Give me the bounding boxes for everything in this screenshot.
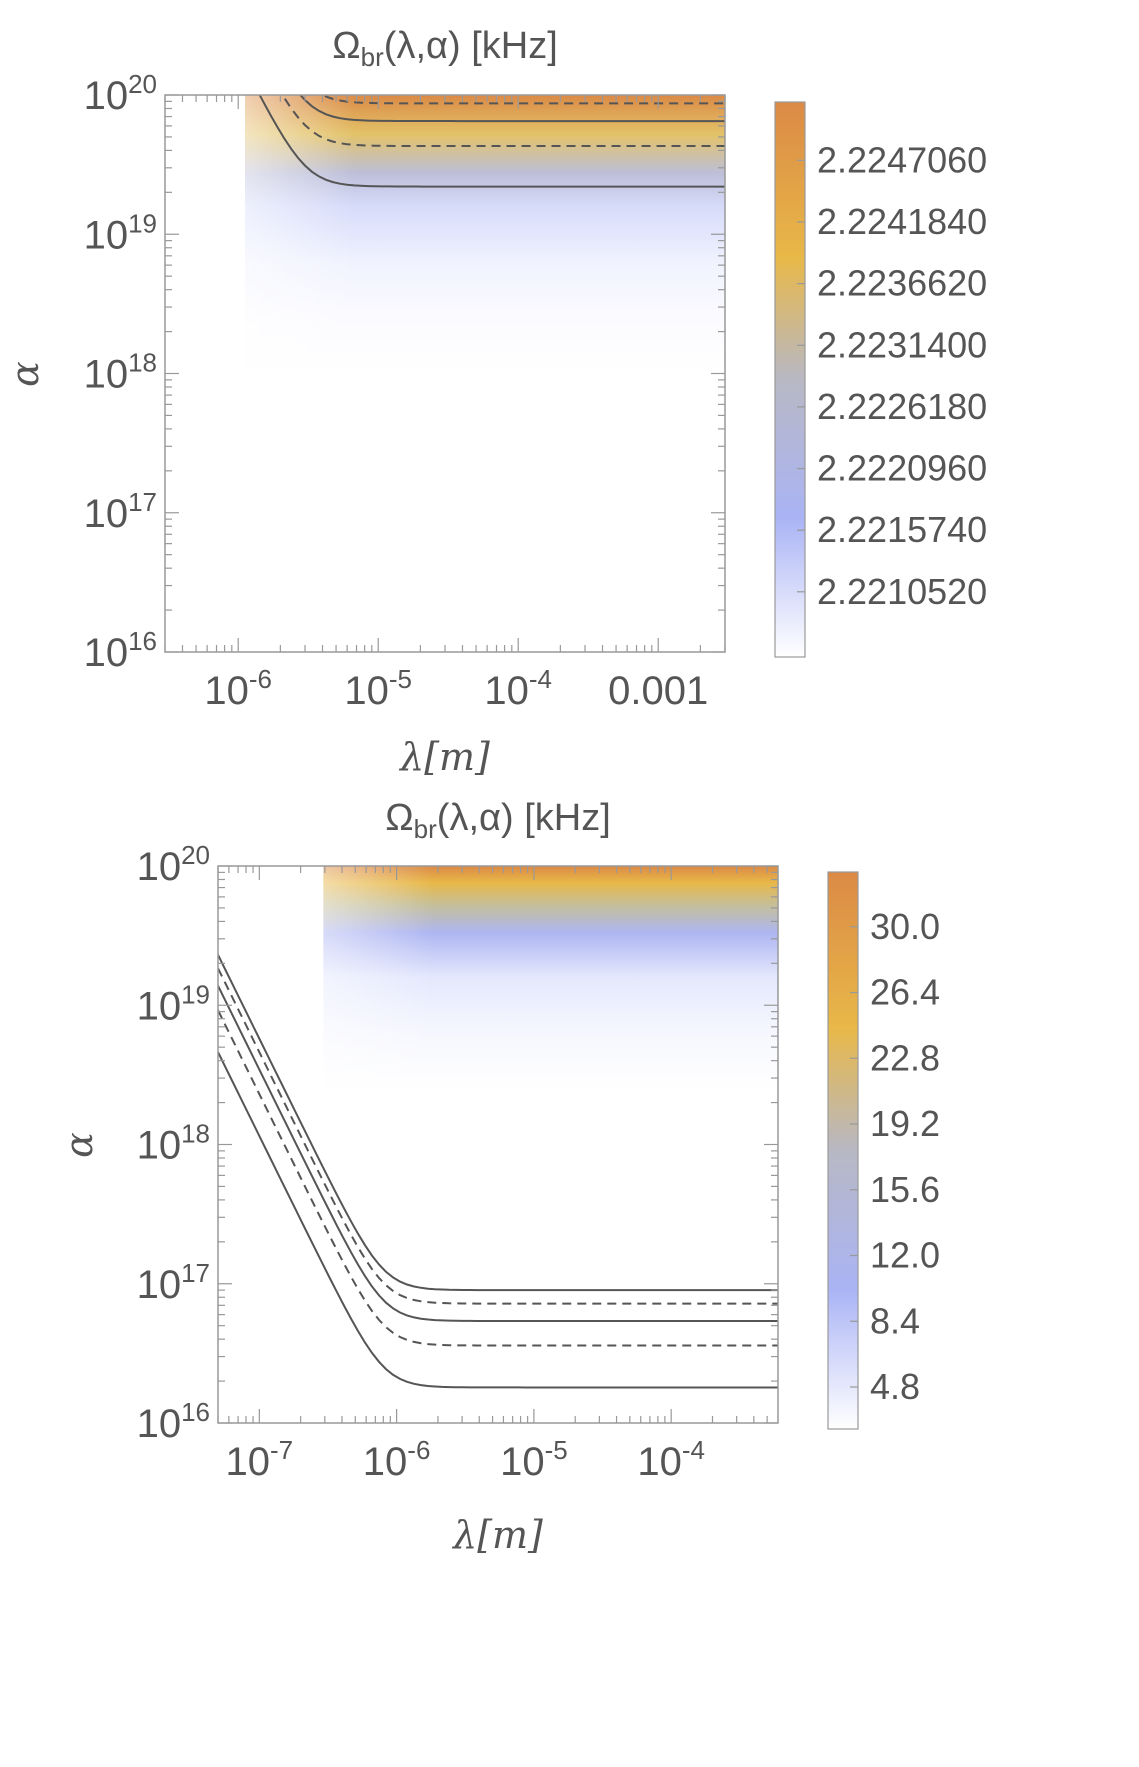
colorbar-tick-label: 2.2215740 bbox=[817, 509, 987, 550]
colorbar-tick-label: 19.2 bbox=[870, 1103, 940, 1144]
colorbar-tick-label: 2.2210520 bbox=[817, 571, 987, 612]
contour-line bbox=[258, 95, 725, 188]
y-tick-label: 1017 bbox=[84, 487, 157, 536]
heatmap-low-region bbox=[218, 866, 324, 1423]
y-tick-label: 1020 bbox=[84, 69, 157, 118]
x-tick-label: 0.001 bbox=[608, 669, 708, 713]
x-tick-label: 10-4 bbox=[484, 664, 552, 713]
colorbar-tick-label: 4.8 bbox=[870, 1366, 920, 1407]
y-tick-label: 1016 bbox=[137, 1397, 210, 1446]
y-tick-label: 1019 bbox=[84, 208, 157, 257]
colorbar-tick-label: 12.0 bbox=[870, 1235, 940, 1276]
x-tick-label: 10-6 bbox=[204, 664, 272, 713]
colorbar-tick-label: 2.2236620 bbox=[817, 263, 987, 304]
colorbar-tick-label: 2.2226180 bbox=[817, 386, 987, 427]
y-tick-label: 1019 bbox=[137, 979, 210, 1028]
colorbar-tick-label: 2.2247060 bbox=[817, 139, 987, 180]
x-tick-label: 10-7 bbox=[226, 1435, 294, 1484]
contour-line bbox=[281, 95, 725, 147]
contour-line bbox=[218, 1009, 778, 1347]
contour-line bbox=[218, 967, 778, 1305]
colorbar-tick-label: 2.2241840 bbox=[817, 201, 987, 242]
x-tick-label: 10-5 bbox=[344, 664, 412, 713]
x-tick-label: 10-5 bbox=[500, 1435, 568, 1484]
x-axis-label: λ[m] bbox=[451, 1513, 543, 1557]
colorbar-gradient bbox=[827, 871, 859, 1430]
x-tick-label: 10-4 bbox=[637, 1435, 705, 1484]
colorbar-tick-label: 22.8 bbox=[870, 1037, 940, 1078]
contour-line bbox=[218, 954, 778, 1292]
contour-line bbox=[218, 985, 778, 1322]
axis-ticks bbox=[164, 94, 726, 653]
x-tick-label: 10-6 bbox=[363, 1435, 431, 1484]
contour-line bbox=[299, 95, 725, 123]
colorbar-tick-label: 8.4 bbox=[870, 1300, 920, 1341]
y-tick-label: 1016 bbox=[84, 626, 157, 675]
colorbar-tick-label: 15.6 bbox=[870, 1169, 940, 1210]
chart-title: Ωbr(λ,α) [kHz] bbox=[385, 797, 611, 844]
contour-line bbox=[218, 1051, 778, 1389]
chart-title: Ωbr(λ,α) [kHz] bbox=[332, 25, 558, 72]
y-tick-label: 1018 bbox=[84, 348, 157, 397]
contour-line bbox=[320, 95, 725, 105]
colorbar-tick-label: 2.2220960 bbox=[817, 448, 987, 489]
colorbar-tick-label: 2.2231400 bbox=[817, 324, 987, 365]
colorbar: 30.0 26.4 22.8 19.2 15.6 12.0 8.4 4.8 bbox=[827, 871, 940, 1430]
colorbar-tick-label: 26.4 bbox=[870, 972, 940, 1013]
colorbar-gradient bbox=[774, 101, 806, 658]
heatmap bbox=[165, 95, 725, 652]
colorbar: 2.2247060 2.2241840 2.2236620 2.2231400 2.22… bbox=[774, 101, 987, 658]
chart-panel-2: 10-7 10-6 10-5 10-4 1016 1017 1018 1019 1020 Ωbr(… bbox=[57, 797, 940, 1557]
heatmap bbox=[218, 866, 778, 1423]
y-axis-label: α bbox=[57, 1132, 101, 1158]
y-tick-label: 1020 bbox=[137, 840, 210, 889]
chart-panel-1: 10-6 10-5 10-4 0.001 1016 1017 1018 1019 1020 Ωbr… bbox=[3, 25, 987, 779]
x-axis-label: λ[m] bbox=[398, 735, 490, 779]
y-axis-label: α bbox=[3, 361, 47, 387]
y-tick-label: 1018 bbox=[137, 1119, 210, 1168]
colorbar-tick-label: 30.0 bbox=[870, 906, 940, 947]
axis-ticks bbox=[217, 865, 778, 1424]
y-tick-label: 1017 bbox=[137, 1258, 210, 1307]
